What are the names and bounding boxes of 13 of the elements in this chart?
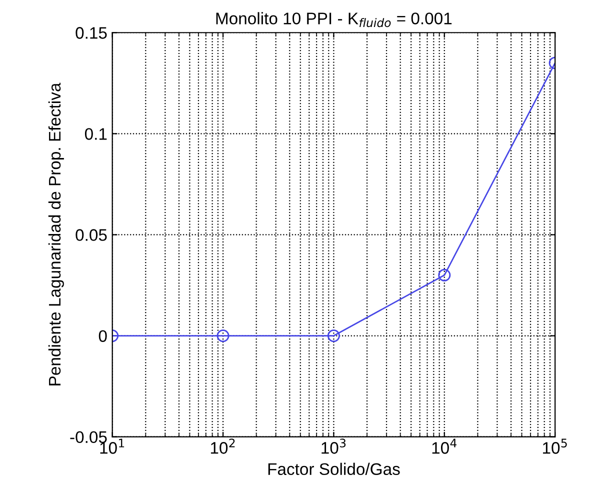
x-tick-label: 10$^{2}$ — [210, 438, 235, 454]
chart-title: Monolito 10 PPI - K$_{fluido}$ = 0.001 — [216, 12, 452, 28]
x-tick-label: 10$^{3}$ — [322, 438, 346, 454]
point — [327, 330, 340, 342]
y-axis-title: Pendiente Lagunaridad de Prop. Efectiva — [48, 82, 64, 386]
y-tick-label: 0.15 — [76, 27, 107, 39]
y-tick-label: 0.05 — [76, 229, 107, 241]
point — [216, 330, 230, 342]
x-tick-label: 10$^{4}$ — [432, 438, 457, 454]
y-tick-label: 0 — [98, 330, 107, 342]
x-tick-label: 10$^{5}$ — [543, 438, 567, 454]
y-tick-label: 0.1 — [84, 128, 107, 140]
x-axis-title: Factor Solido/Gas — [268, 462, 400, 476]
